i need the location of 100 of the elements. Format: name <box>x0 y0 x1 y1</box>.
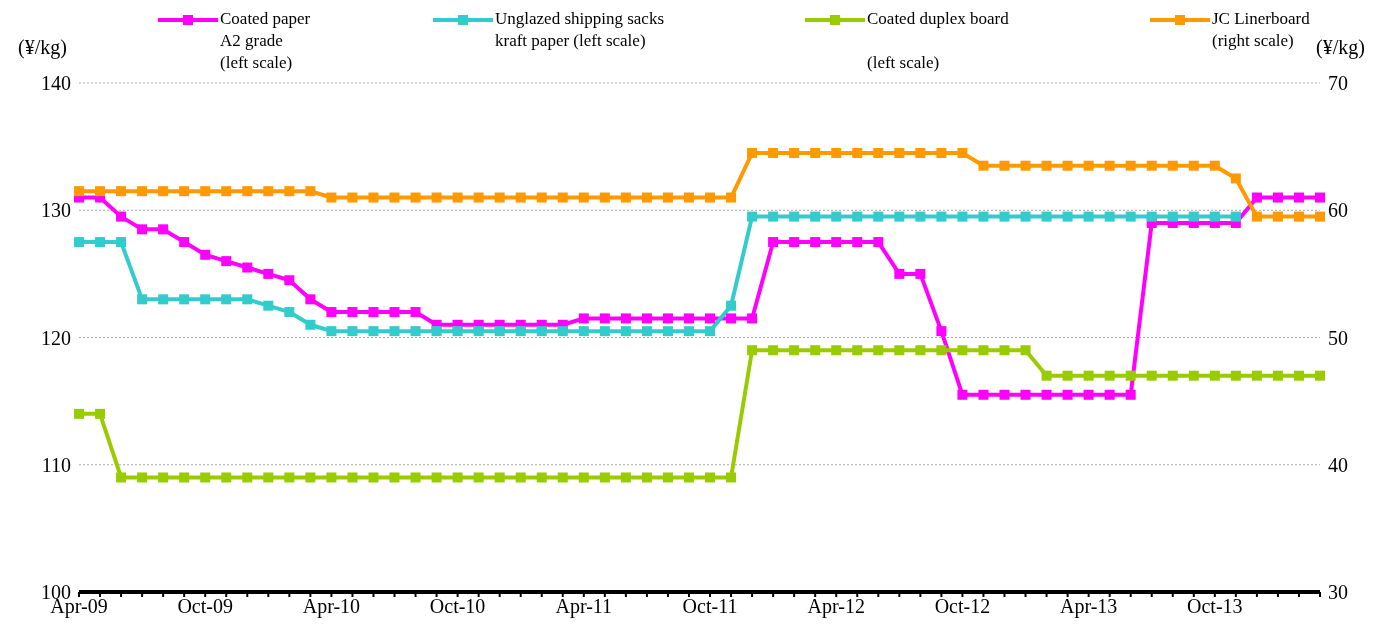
point <box>74 237 84 248</box>
y2-tick-label: 60 <box>1328 199 1348 222</box>
point <box>1146 160 1157 171</box>
y-tick-label: 120 <box>41 326 71 349</box>
point <box>662 192 673 203</box>
point <box>683 192 694 203</box>
point <box>978 160 989 171</box>
point <box>116 186 127 197</box>
x-tick-label: Apr-13 <box>1059 595 1118 619</box>
point <box>74 408 84 419</box>
y2-tick-label: 30 <box>1328 581 1348 604</box>
point <box>936 326 947 337</box>
point <box>789 237 800 248</box>
point <box>473 472 484 483</box>
point <box>515 192 526 203</box>
point <box>768 345 779 356</box>
point <box>242 472 253 483</box>
point <box>957 389 968 400</box>
point <box>179 472 190 483</box>
point <box>1188 160 1199 171</box>
point <box>831 211 842 222</box>
point <box>1083 389 1094 400</box>
point <box>936 345 947 356</box>
point <box>494 326 505 337</box>
point <box>978 389 989 400</box>
point <box>1293 370 1304 381</box>
point <box>242 186 253 197</box>
y2-tick-label: 50 <box>1328 326 1348 349</box>
point <box>894 345 905 356</box>
point <box>641 192 652 203</box>
point <box>578 326 589 337</box>
point <box>683 313 694 324</box>
point <box>915 147 926 158</box>
point <box>95 408 106 419</box>
x-tick-label: Oct-10 <box>429 595 486 618</box>
point <box>431 326 442 337</box>
point <box>831 237 842 248</box>
point <box>852 147 863 158</box>
point <box>599 326 610 337</box>
point <box>1125 160 1136 171</box>
point <box>852 345 863 356</box>
point <box>158 294 169 305</box>
point <box>347 472 358 483</box>
point <box>305 472 316 483</box>
point <box>389 192 400 203</box>
text: Coated duplex board (left scale) <box>867 9 1009 72</box>
y-tick-label: 110 <box>41 453 71 476</box>
point <box>410 326 421 337</box>
point <box>557 326 568 337</box>
x-tick-label: Apr-11 <box>555 595 613 619</box>
point <box>116 237 127 248</box>
point <box>578 313 589 324</box>
point <box>1230 173 1241 184</box>
point <box>810 211 821 222</box>
point <box>347 307 358 318</box>
point <box>74 186 84 197</box>
point <box>641 326 652 337</box>
point <box>726 472 737 483</box>
point <box>999 211 1010 222</box>
point <box>726 192 737 203</box>
point <box>326 326 337 337</box>
point <box>768 211 779 222</box>
point <box>179 294 190 305</box>
point <box>1251 192 1262 203</box>
point <box>831 345 842 356</box>
point <box>305 319 316 330</box>
point <box>747 147 758 158</box>
point <box>452 192 463 203</box>
point <box>431 192 442 203</box>
point <box>242 294 253 305</box>
point <box>936 147 947 158</box>
point <box>810 237 821 248</box>
point <box>1125 211 1136 222</box>
point <box>789 211 800 222</box>
point <box>1062 370 1073 381</box>
point <box>1125 389 1136 400</box>
point <box>536 472 547 483</box>
point <box>1104 211 1115 222</box>
point <box>158 186 169 197</box>
point <box>1230 370 1241 381</box>
y2-axis-title: (¥/kg) <box>1316 36 1365 59</box>
point <box>957 345 968 356</box>
point <box>326 307 337 318</box>
point <box>200 249 211 260</box>
point <box>494 472 505 483</box>
point <box>1209 370 1220 381</box>
point <box>1272 192 1283 203</box>
x-tick-label: Oct-13 <box>1187 595 1243 618</box>
point <box>200 294 211 305</box>
point <box>305 294 316 305</box>
x-tick-label: Apr-10 <box>302 595 361 619</box>
point <box>95 237 106 248</box>
point <box>1020 389 1031 400</box>
point <box>1041 160 1052 171</box>
point <box>662 326 673 337</box>
point <box>1251 211 1262 222</box>
point <box>1083 160 1094 171</box>
point <box>1315 211 1325 222</box>
point <box>1104 160 1115 171</box>
point <box>894 211 905 222</box>
